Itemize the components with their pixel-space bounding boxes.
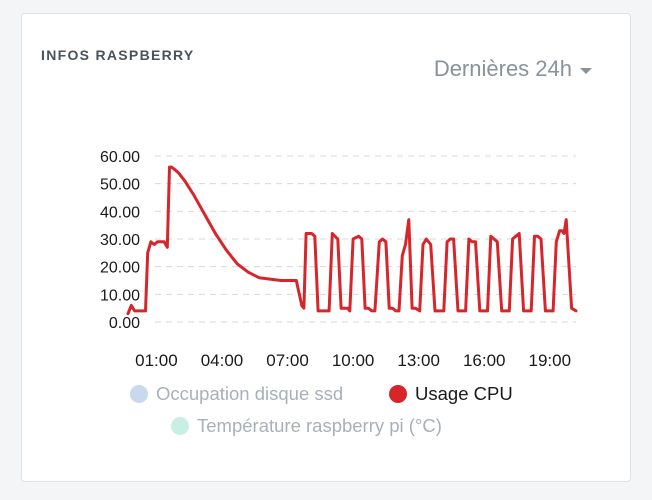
legend-label: Usage CPU <box>415 383 513 404</box>
x-tick-label: 01:00 <box>135 351 178 370</box>
legend-item-cpu[interactable]: Usage CPU <box>389 383 513 405</box>
legend-item-temperature[interactable]: Température raspberry pi (°C) <box>171 415 442 437</box>
x-tick-label: 04:00 <box>201 351 244 370</box>
x-tick-label: 13:00 <box>397 351 440 370</box>
series-line-cpu-usage <box>126 165 578 316</box>
y-tick-label: 20.00 <box>100 260 140 277</box>
y-tick-label: 0.00 <box>109 315 140 332</box>
infos-raspberry-card <box>21 13 631 482</box>
legend-label: Température raspberry pi (°C) <box>197 415 442 436</box>
legend-item-disk[interactable]: Occupation disque ssd <box>130 383 343 405</box>
card-title: INFOS RASPBERRY <box>41 47 195 63</box>
y-tick-label: 40.00 <box>100 204 140 221</box>
y-tick-label: 10.00 <box>100 287 140 304</box>
x-tick-label: 07:00 <box>266 351 309 370</box>
legend-dot-icon <box>130 385 148 403</box>
time-range-label: Dernières 24h <box>433 56 572 81</box>
legend-dot-icon <box>389 385 407 403</box>
caret-down-icon <box>580 67 592 74</box>
y-tick-label: 60.00 <box>100 149 140 166</box>
legend-dot-icon <box>171 417 189 435</box>
x-tick-label: 10:00 <box>332 351 375 370</box>
x-tick-label: 16:00 <box>463 351 506 370</box>
y-tick-label: 30.00 <box>100 232 140 249</box>
time-range-dropdown[interactable]: Dernières 24h <box>434 56 592 82</box>
legend-label: Occupation disque ssd <box>156 383 344 404</box>
x-tick-label: 19:00 <box>529 351 572 370</box>
y-tick-label: 50.00 <box>100 177 140 194</box>
